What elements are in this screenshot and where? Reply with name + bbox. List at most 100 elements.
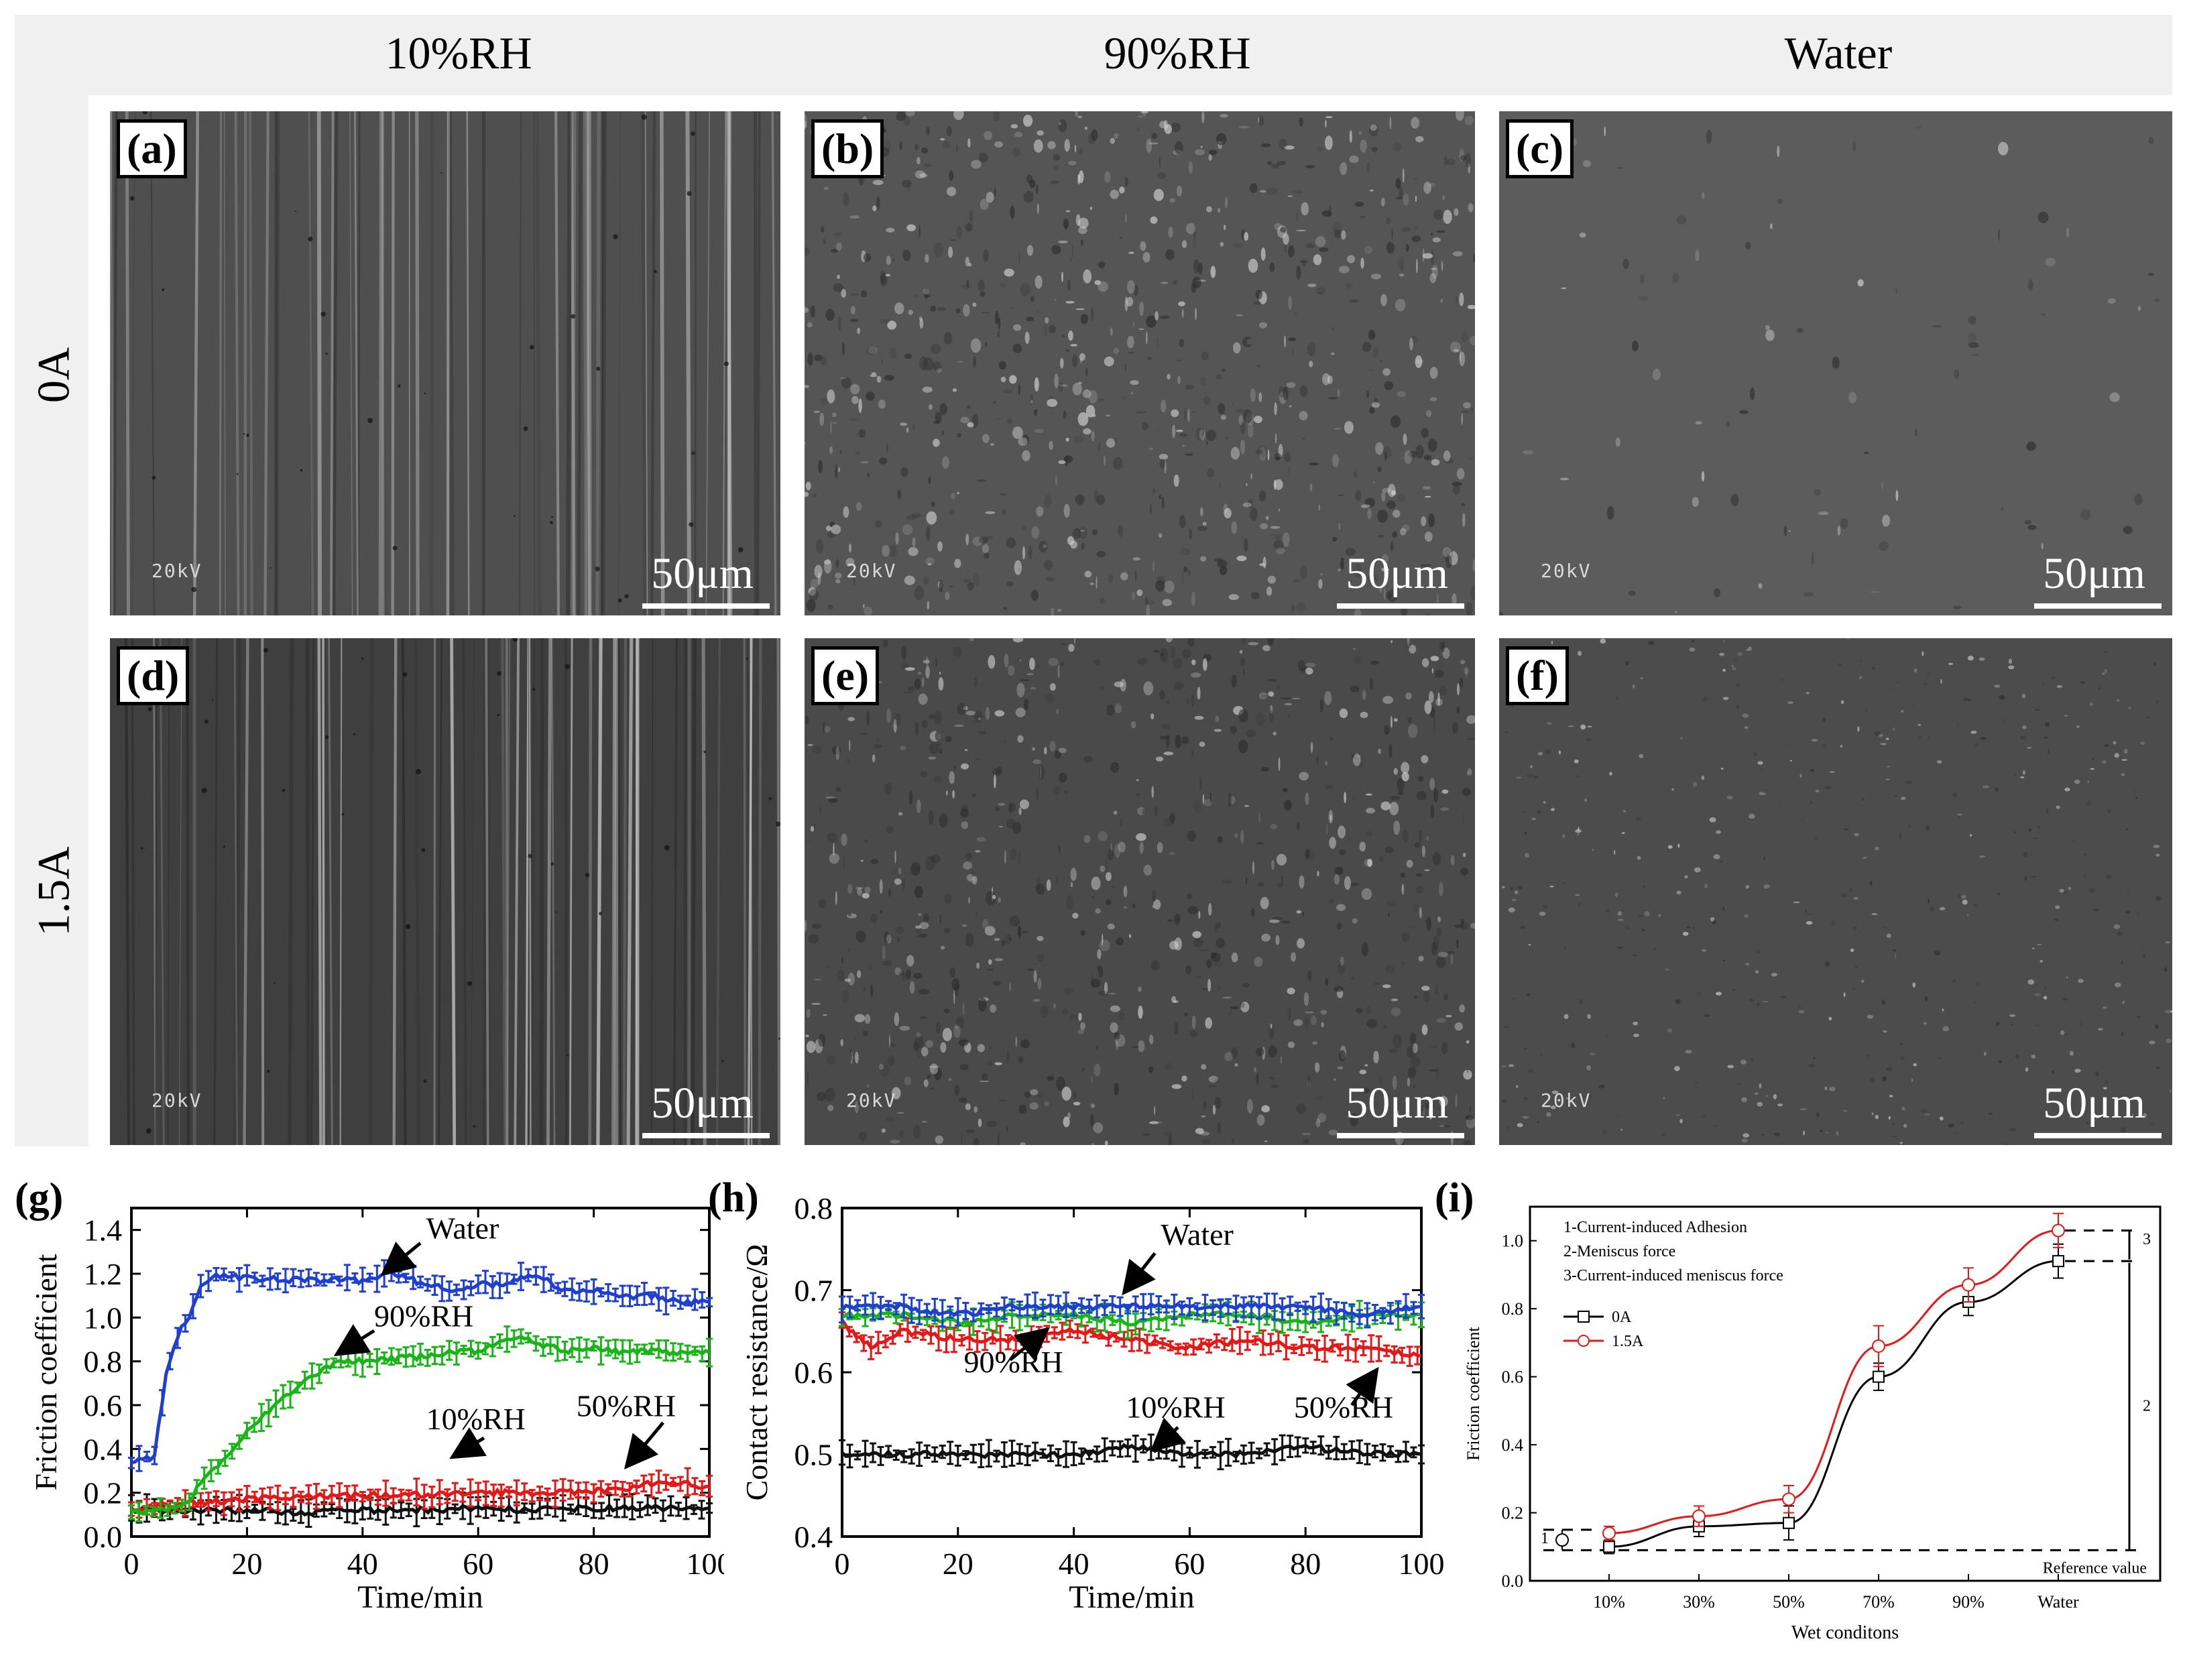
sem-background xyxy=(110,638,780,1145)
surface-feature xyxy=(2046,808,2049,814)
surface-feature xyxy=(1266,586,1273,596)
surface-feature xyxy=(1305,667,1313,675)
surface-feature xyxy=(1404,450,1413,465)
surface-feature xyxy=(1136,411,1146,414)
surface-feature xyxy=(1527,773,1534,778)
surface-feature xyxy=(918,989,929,995)
surface-feature xyxy=(1201,987,1208,990)
surface-feature xyxy=(912,423,915,429)
surface-feature xyxy=(948,1077,952,1081)
surface-feature xyxy=(1441,789,1449,794)
surface-feature xyxy=(1429,777,1435,790)
surface-feature xyxy=(1929,906,1936,912)
surface-feature xyxy=(1760,1134,1765,1136)
surface-feature xyxy=(2154,1024,2159,1029)
surface-feature xyxy=(812,745,822,754)
surface-feature xyxy=(1330,352,1335,355)
surface-feature xyxy=(840,377,847,379)
surface-feature xyxy=(841,956,844,964)
pit xyxy=(201,788,207,794)
surface-feature xyxy=(1464,666,1469,675)
surface-feature xyxy=(1077,1029,1085,1034)
surface-feature xyxy=(1452,251,1463,257)
surface-feature xyxy=(1537,1121,1540,1124)
surface-feature xyxy=(1032,999,1041,1002)
surface-feature xyxy=(1387,589,1398,602)
surface-feature xyxy=(1325,135,1333,150)
surface-feature xyxy=(2098,1028,2104,1030)
surface-feature xyxy=(1940,678,1943,684)
surface-feature xyxy=(1438,1098,1447,1101)
surface-feature xyxy=(1433,788,1439,802)
surface-feature xyxy=(872,180,884,186)
surface-feature xyxy=(896,926,904,934)
pit xyxy=(353,733,356,735)
surface-feature xyxy=(1501,1099,1507,1103)
surface-feature xyxy=(998,361,1007,370)
surface-feature xyxy=(1828,1016,1832,1021)
surface-feature xyxy=(1046,1075,1055,1081)
surface-feature xyxy=(1026,969,1035,971)
surface-feature xyxy=(914,585,925,601)
surface-feature xyxy=(805,481,811,491)
surface-feature xyxy=(847,717,855,721)
surface-feature xyxy=(1362,689,1366,700)
surface-feature xyxy=(1293,1019,1303,1026)
surface-feature xyxy=(1621,832,1625,834)
surface-feature xyxy=(871,859,879,864)
surface-feature xyxy=(1392,1075,1397,1090)
surface-feature xyxy=(870,374,878,377)
surface-feature xyxy=(894,302,904,314)
surface-feature xyxy=(1287,987,1295,995)
surface-feature xyxy=(1435,956,1446,969)
surface-feature xyxy=(1911,1078,1913,1082)
surface-feature xyxy=(1159,533,1163,538)
wear-groove xyxy=(539,638,544,1145)
surface-feature xyxy=(1419,829,1422,843)
surface-feature xyxy=(1347,255,1356,263)
surface-feature xyxy=(919,933,928,938)
surface-feature xyxy=(957,432,962,438)
surface-feature xyxy=(1895,490,1899,501)
surface-feature xyxy=(1912,705,1914,707)
surface-feature xyxy=(1185,223,1196,235)
surface-feature xyxy=(1037,203,1039,215)
surface-feature xyxy=(1281,697,1291,700)
surface-feature xyxy=(854,1014,866,1022)
surface-feature xyxy=(2142,947,2144,951)
surface-feature xyxy=(923,288,929,295)
surface-feature xyxy=(1773,1094,1777,1099)
surface-feature xyxy=(1174,141,1183,155)
surface-feature xyxy=(1928,898,1930,904)
surface-feature xyxy=(1114,681,1124,688)
wear-groove xyxy=(213,638,219,1145)
surface-feature xyxy=(935,731,940,741)
surface-feature xyxy=(1838,663,1842,666)
surface-feature xyxy=(1215,922,1222,928)
sem-panel-c: (c) 20kV 50μm xyxy=(1499,111,2172,615)
surface-feature xyxy=(837,274,841,280)
surface-feature xyxy=(1551,808,1555,811)
surface-feature xyxy=(1407,1077,1411,1087)
surface-feature xyxy=(1068,644,1075,652)
surface-feature xyxy=(996,766,1003,774)
pit xyxy=(768,797,772,800)
surface-feature xyxy=(1283,335,1287,348)
pit xyxy=(294,210,297,213)
surface-feature xyxy=(933,438,940,447)
surface-feature xyxy=(890,871,898,874)
surface-feature xyxy=(820,356,827,366)
surface-feature xyxy=(1137,115,1144,118)
surface-feature xyxy=(1083,756,1093,763)
y-tick-label: 0.2 xyxy=(84,1476,123,1510)
surface-feature xyxy=(1377,509,1388,523)
surface-feature xyxy=(2140,741,2145,745)
surface-feature xyxy=(1409,337,1413,351)
surface-feature xyxy=(1049,324,1056,333)
x-tick-label: 50% xyxy=(1773,1592,1805,1612)
surface-feature xyxy=(2024,520,2032,525)
surface-feature xyxy=(1960,1122,1964,1125)
surface-feature xyxy=(2169,1089,2172,1093)
surface-feature xyxy=(1454,208,1459,217)
surface-feature xyxy=(1295,212,1299,221)
